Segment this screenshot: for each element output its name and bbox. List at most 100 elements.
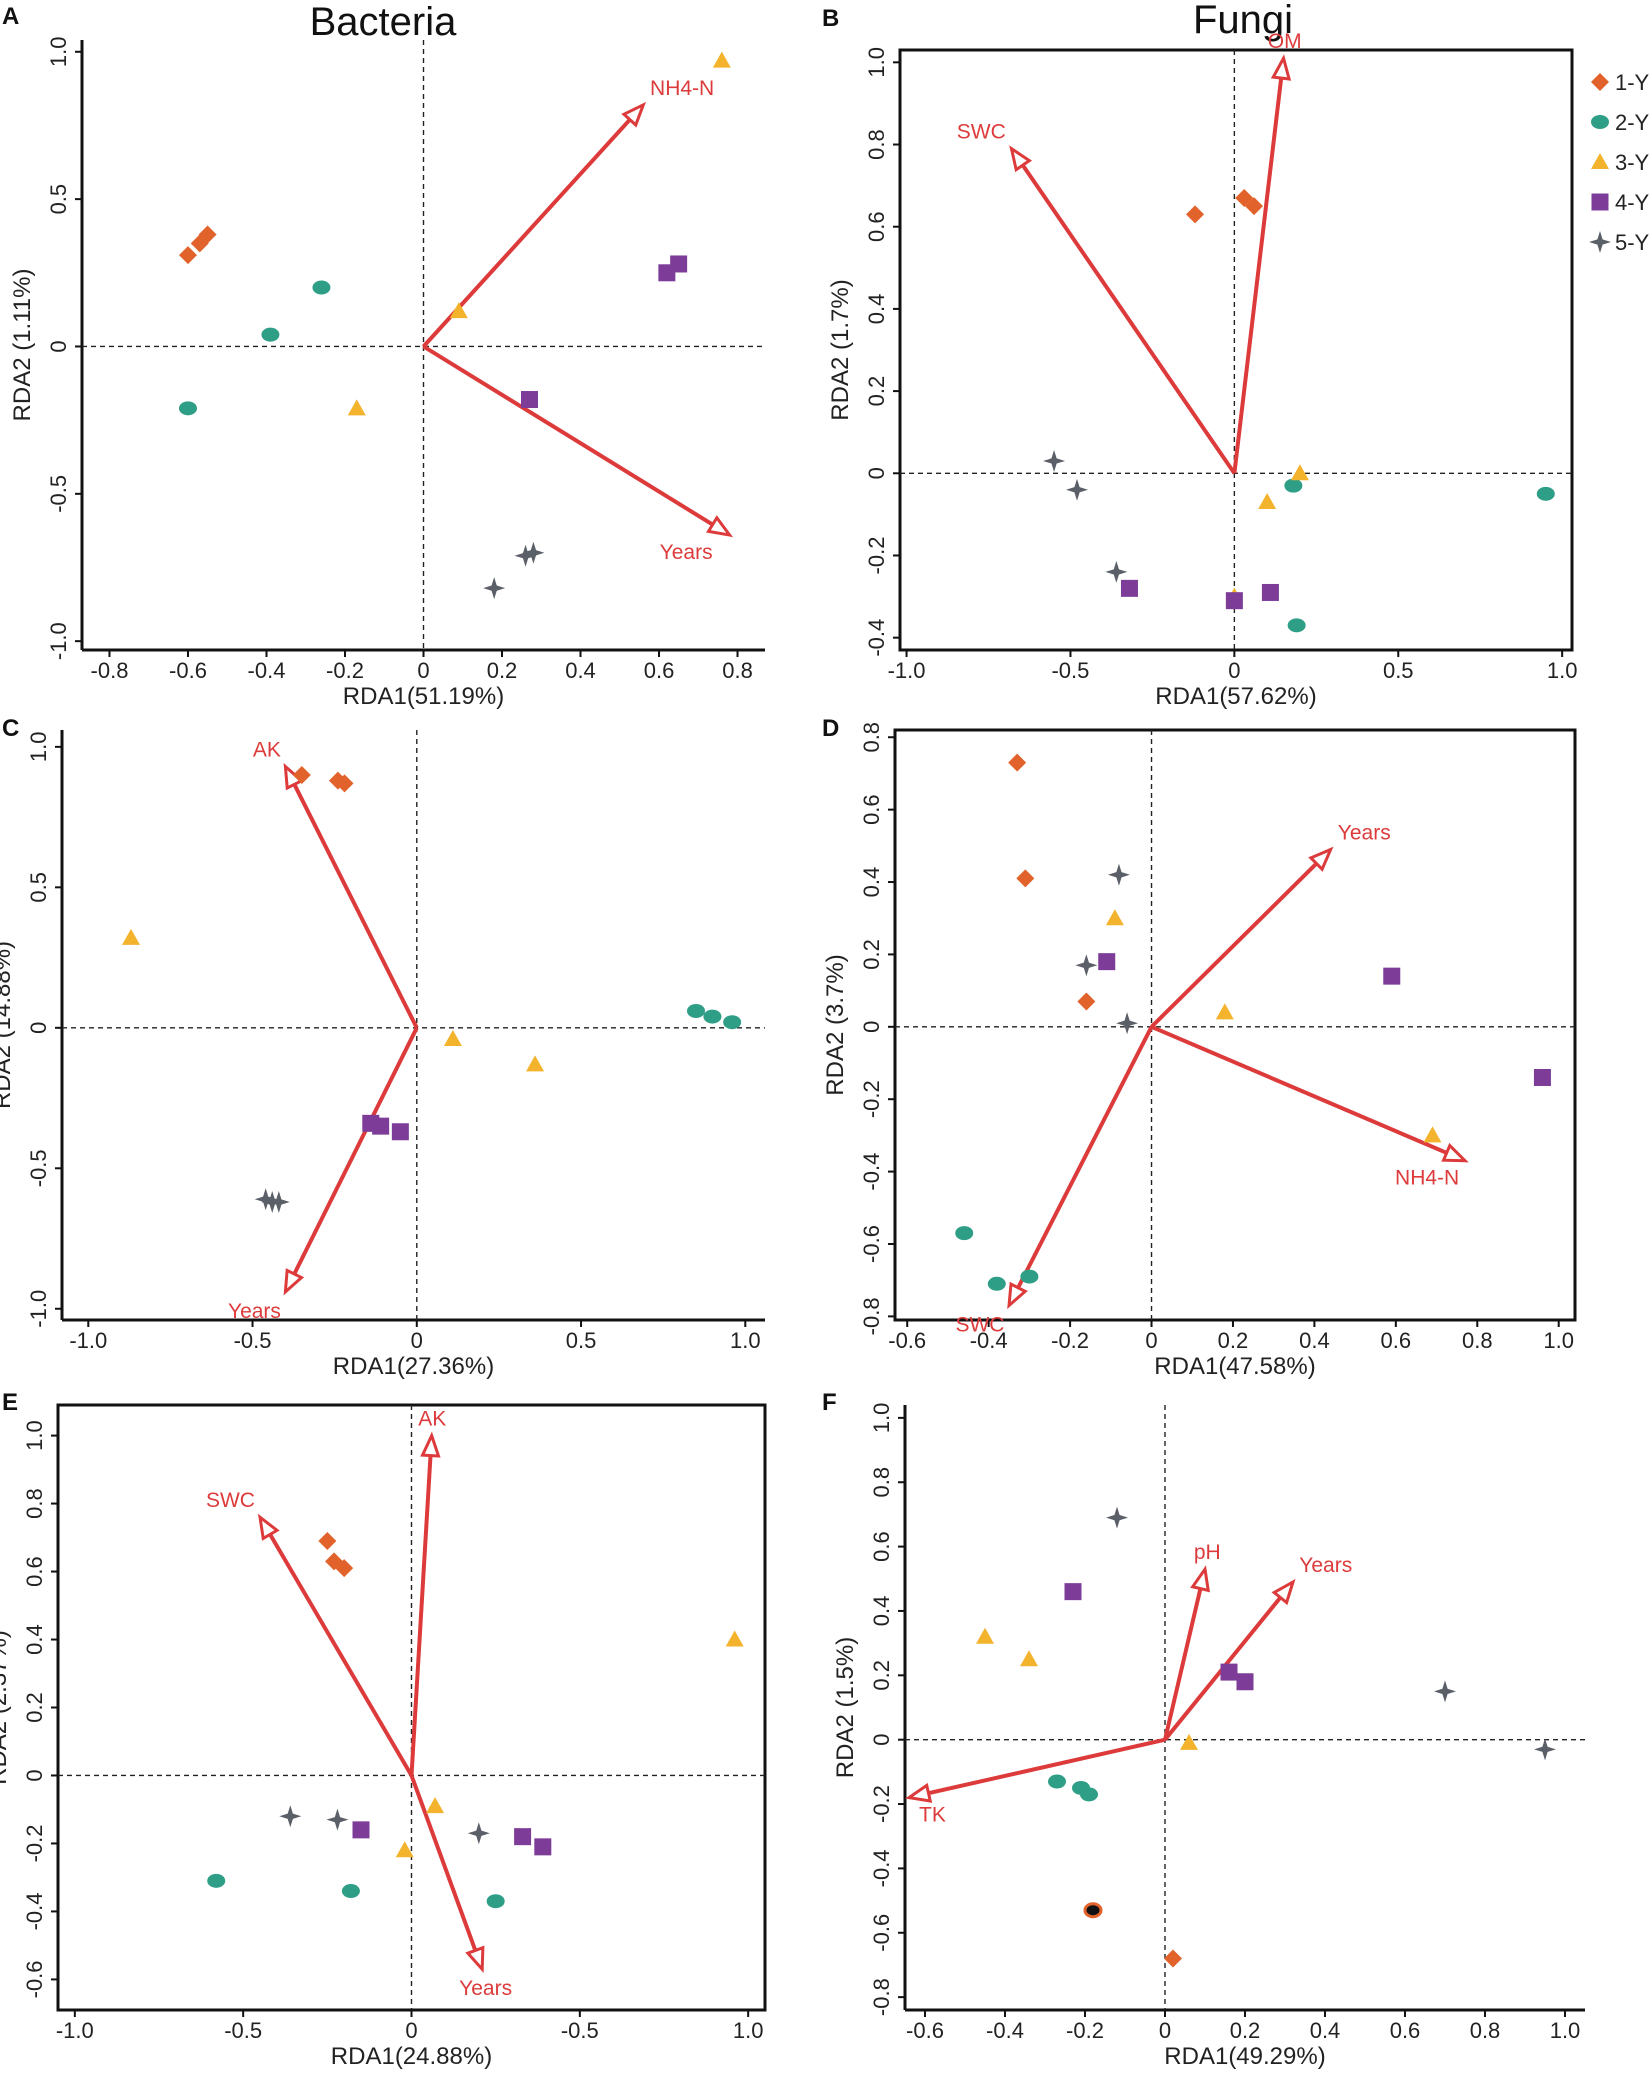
x-tick-label: -0.6 — [169, 658, 207, 683]
arrow-label: Years — [1299, 1554, 1352, 1577]
y-tick-label: 0 — [864, 467, 889, 479]
point-5-y — [1075, 954, 1098, 977]
arrow-head — [621, 101, 647, 128]
panel-b: -1.0 -0.5 0 0.5 1.0 1.0 0.8 0.6 0.4 0.2 0 -0.2 -0.4 R… — [822, 0, 1650, 710]
panel-letter: A — [2, 3, 19, 30]
y-tick-label: -1.0 — [26, 1290, 51, 1328]
y-tick-label: 0 — [22, 1769, 47, 1781]
arrow-head — [1308, 846, 1334, 872]
y-tick-label: 0.5 — [46, 184, 71, 215]
legend-entry-2-y: 2-Y — [1591, 110, 1650, 135]
arrow-head — [1441, 1142, 1469, 1163]
point-1-y — [1077, 992, 1096, 1011]
x-tick-label: -1.0 — [69, 1328, 107, 1353]
x-tick-label: -1.0 — [888, 658, 926, 683]
chart-title: Fungi — [1193, 0, 1293, 42]
x-tick-label: -0.6 — [888, 1328, 926, 1353]
arrow-shaft — [1150, 859, 1321, 1029]
x-tick-label: 0.8 — [722, 658, 753, 683]
arrow-shaft — [290, 1026, 419, 1279]
x-tick-label: -0.2 — [326, 658, 364, 683]
point-3-y — [121, 928, 140, 945]
point-2-y — [341, 1884, 360, 1899]
y-tick-label: -0.8 — [869, 1978, 894, 2016]
x-tick-label: -0.4 — [986, 2018, 1024, 2043]
point-3-y — [395, 1841, 414, 1858]
arrow-head — [1270, 54, 1292, 81]
arrow-shaft — [1014, 1025, 1154, 1293]
x-tick-label: 0.4 — [1310, 2018, 1341, 2043]
arrow-shaft — [290, 779, 419, 1029]
arrow-label: Years — [459, 1977, 512, 2000]
arrow-nh4-n: NH4-N — [1150, 1024, 1469, 1190]
legend-label: 1-Y — [1615, 70, 1650, 95]
x-tick-label: 0.8 — [1470, 2018, 1501, 2043]
point-2-y — [261, 327, 280, 342]
legend: 1-Y 2-Y 3-Y 4-Y 5-Y — [1589, 70, 1650, 255]
panel-letter: E — [2, 1389, 18, 1416]
point-1-y — [335, 1559, 354, 1578]
point-1-y-outlined — [1083, 1902, 1103, 1919]
x-axis-title: RDA1(27.36%) — [333, 1353, 494, 1380]
arrow-head — [257, 1513, 280, 1541]
point-5-y — [1106, 1506, 1128, 1529]
arrow-label: Years — [228, 1300, 281, 1323]
arrow-head — [706, 515, 734, 538]
point-1-y — [318, 1531, 337, 1550]
y-tick-label: -0.4 — [869, 1849, 894, 1887]
arrow-years: Years — [422, 344, 734, 564]
point-3-y — [1423, 1126, 1442, 1143]
point-3-y — [1290, 464, 1309, 481]
point-2-y — [723, 1015, 742, 1030]
point-5-y — [514, 544, 537, 567]
y-tick-label: 0.6 — [859, 794, 884, 825]
y-tick-label: -0.2 — [864, 537, 889, 575]
panel-letter: F — [822, 1389, 837, 1416]
y-tick-label: 0.4 — [859, 867, 884, 898]
point-4-y — [1225, 592, 1243, 610]
arrow-shaft — [1232, 73, 1284, 474]
legend-entry-5-y: 5-Y — [1589, 230, 1650, 255]
point-1-y — [335, 774, 354, 793]
arrow-ak: AK — [253, 739, 419, 1029]
point-4-y — [670, 255, 688, 273]
y-tick-label: 0.8 — [869, 1467, 894, 1498]
point-2-y — [207, 1873, 226, 1888]
x-axis-title: RDA1(49.29%) — [1164, 2043, 1325, 2070]
y-tick-label: 0.4 — [22, 1624, 47, 1655]
x-tick-label: 0.4 — [1299, 1328, 1330, 1353]
arrow-label: NH4-N — [1395, 1167, 1459, 1190]
arrow-label: OM — [1268, 30, 1302, 53]
y-tick-label: 1.0 — [26, 732, 51, 763]
point-1-y — [1164, 1949, 1182, 1968]
point-5-y — [1107, 863, 1130, 886]
point-2-y — [955, 1226, 974, 1241]
legend-entry-3-y: 3-Y — [1591, 150, 1650, 175]
arrow-om: OM — [1232, 30, 1302, 474]
point-4-y — [1098, 953, 1116, 971]
x-tick-label: 0 — [1145, 1328, 1157, 1353]
point-4-y — [1383, 967, 1401, 985]
point-4-y — [391, 1123, 409, 1141]
arrow-head — [283, 1268, 305, 1296]
y-tick-label: 0.8 — [859, 722, 884, 753]
point-4-y — [1261, 583, 1279, 601]
arrow-swc: SWC — [957, 121, 1237, 475]
point-3-y — [443, 1030, 462, 1047]
y-tick-label: 0.8 — [22, 1488, 47, 1519]
y-tick-label: 0 — [46, 340, 71, 352]
x-tick-label: -1.0 — [56, 2018, 94, 2043]
point-2-y — [703, 1009, 722, 1024]
point-1-y — [178, 246, 197, 265]
y-tick-label: 0.2 — [859, 939, 884, 970]
arrow-head — [420, 1431, 441, 1458]
arrow-shaft — [266, 1529, 414, 1777]
arrow-head — [1007, 1281, 1028, 1310]
y-tick-label: 0.8 — [864, 129, 889, 160]
arrow-nh4-n: NH4-N — [422, 77, 714, 348]
point-1-y — [1008, 753, 1027, 772]
x-axis-title: RDA1(47.58%) — [1154, 1353, 1315, 1380]
point-5-y — [1043, 449, 1066, 472]
chart-title: Bacteria — [310, 0, 457, 44]
arrow-label: AK — [418, 1408, 446, 1431]
